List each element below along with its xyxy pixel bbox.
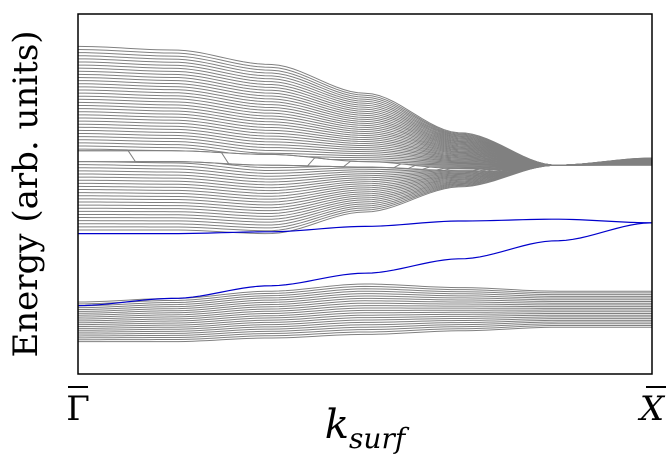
- x-axis-label: ksurf: [325, 402, 410, 454]
- bulk-band-line: [77, 321, 652, 337]
- bulk-band-line: [77, 312, 652, 328]
- bulk-band-line: [77, 285, 652, 305]
- bulk-band-line: [77, 45, 652, 166]
- bulk-band-line: [78, 324, 652, 341]
- bulk-band-line: [77, 323, 652, 339]
- bulk-band-line: [77, 297, 652, 314]
- x-tick-label-gamma: Γ: [66, 389, 90, 429]
- bulk-band-line: [77, 302, 652, 318]
- bulk-band-line: [77, 305, 652, 320]
- bulk-band-line: [77, 95, 653, 166]
- bulk-band-line: [78, 326, 652, 343]
- surface-states-layer: [77, 218, 653, 307]
- bulk-band-group: [77, 45, 653, 235]
- x-axis-label-subscript: surf: [349, 422, 410, 454]
- bulk-bands-layer: [77, 45, 653, 343]
- bulk-band-line: [77, 288, 652, 307]
- bulk-band-line: [77, 307, 652, 322]
- bulk-band-line: [77, 295, 652, 312]
- bulk-band-line: [77, 319, 652, 335]
- bulk-band-line: [77, 318, 652, 333]
- bulk-band-line: [77, 316, 652, 331]
- bulk-band-line: [78, 150, 653, 167]
- bulk-band-line: [77, 290, 652, 309]
- bulk-band-group: [77, 283, 652, 343]
- plot-frame: [77, 13, 653, 375]
- x-axis-label-main: k: [325, 402, 349, 448]
- surface-state-line: [77, 222, 653, 307]
- bulk-band-line: [77, 293, 652, 311]
- bulk-band-line: [77, 311, 652, 326]
- bulk-band-line: [77, 309, 652, 324]
- bulk-band-line: [77, 300, 652, 316]
- x-tick-label-x: X: [637, 389, 666, 429]
- bulk-band-line: [77, 314, 652, 329]
- y-axis-label: Energy (arb. units): [6, 30, 46, 357]
- bulk-band-line: [77, 159, 653, 183]
- surface-state-line: [78, 218, 653, 235]
